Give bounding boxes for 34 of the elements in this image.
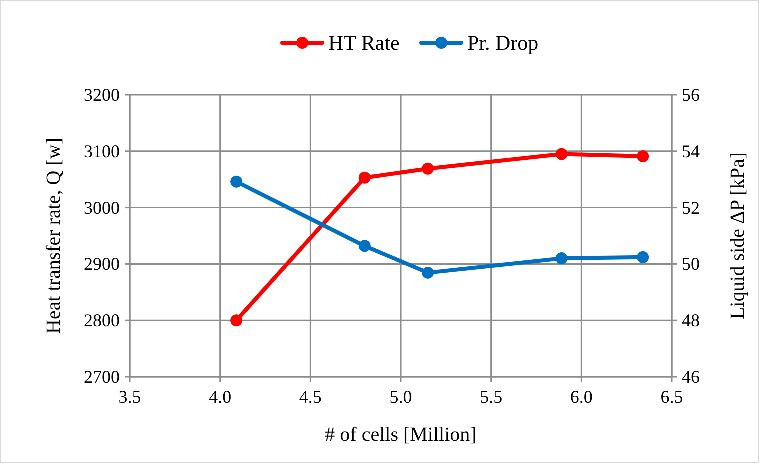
x-tick-label: 3.5 xyxy=(118,387,142,407)
x-tick-label: 6.0 xyxy=(570,387,593,407)
y-axis-title: Heat transfer rate, Q [w] xyxy=(43,138,65,334)
y-tick-label: 3200 xyxy=(84,85,120,105)
point xyxy=(556,252,568,265)
legend-label: HT Rate xyxy=(328,31,400,55)
point xyxy=(637,150,650,162)
x-axis-title: # of cells [Million] xyxy=(325,424,477,446)
x-tick-label: 4.0 xyxy=(209,387,232,407)
y-tick-label: 2700 xyxy=(84,367,120,387)
point xyxy=(358,240,371,252)
y2-tick-label: 46 xyxy=(682,367,700,387)
x-tick-label: 5.0 xyxy=(390,387,412,407)
point xyxy=(230,314,243,327)
y2-tick-label: 50 xyxy=(682,254,700,274)
point xyxy=(556,148,568,160)
x-tick-label: 5.5 xyxy=(480,387,503,407)
point xyxy=(637,251,650,264)
point xyxy=(422,162,434,175)
y2-tick-label: 54 xyxy=(682,141,700,162)
point xyxy=(422,266,434,279)
x-tick-label: 6.5 xyxy=(660,387,684,407)
y2-tick-label: 48 xyxy=(682,310,700,331)
y2-axis-title: Liquid side ΔP [kPa] xyxy=(727,152,749,320)
point xyxy=(230,176,243,188)
y2-tick-label: 56 xyxy=(682,85,700,105)
x-tick-label: 4.5 xyxy=(299,387,322,407)
y-tick-label: 2800 xyxy=(84,310,120,331)
y-tick-label: 3000 xyxy=(84,198,120,218)
y2-tick-label: 52 xyxy=(682,198,700,218)
y-tick-label: 3100 xyxy=(84,141,120,162)
point xyxy=(358,172,371,184)
y-tick-label: 2900 xyxy=(84,254,120,274)
legend-label: Pr. Drop xyxy=(468,31,539,55)
